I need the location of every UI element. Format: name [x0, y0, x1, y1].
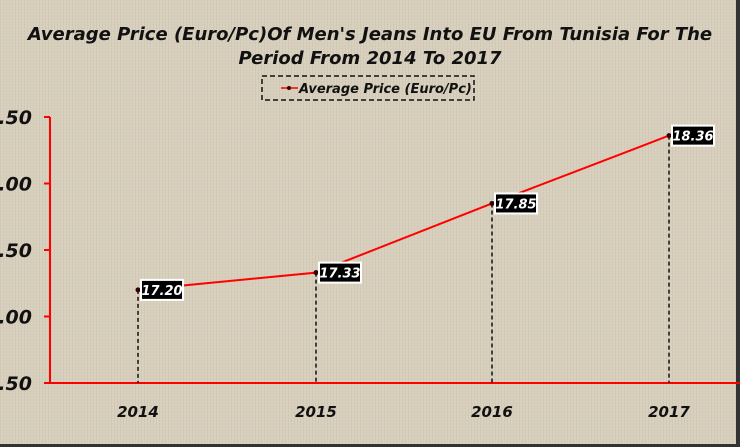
y-tick-label: 17.50: [0, 240, 32, 262]
series-line: [137, 134, 670, 291]
data-label: 17.20: [141, 284, 182, 299]
chart-title-line2: Period From 2014 To 2017: [238, 48, 502, 69]
data-label: 17.33: [319, 267, 360, 282]
data-point: [489, 200, 495, 206]
data-label-box: [671, 124, 715, 147]
data-point: [666, 133, 672, 139]
y-tick-label: 16.50: [0, 373, 32, 395]
x-tick-label: 2015: [295, 403, 337, 421]
y-tick-label: 17.00: [0, 307, 32, 329]
data-label: 17.85: [495, 197, 536, 212]
data-label-box: [318, 261, 362, 284]
data-point: [135, 287, 141, 293]
data-label-box: [140, 278, 184, 301]
data-label: 18.36: [672, 130, 713, 145]
data-point: [313, 270, 319, 276]
y-tick-label: 18.50: [0, 107, 32, 129]
data-label-box: [494, 192, 538, 215]
x-tick-label: 2014: [117, 403, 159, 421]
x-tick-label: 2016: [471, 403, 513, 421]
y-tick-label: 18.00: [0, 174, 32, 196]
legend-marker-icon: [287, 86, 291, 90]
legend-label: Average Price (Euro/Pc): [298, 82, 472, 97]
chart-title-line1: Average Price (Euro/Pc)Of Men's Jeans In…: [26, 24, 712, 45]
legend: Average Price (Euro/Pc): [261, 75, 475, 101]
legend-box: [261, 75, 475, 101]
x-tick-label: 2017: [648, 403, 690, 421]
